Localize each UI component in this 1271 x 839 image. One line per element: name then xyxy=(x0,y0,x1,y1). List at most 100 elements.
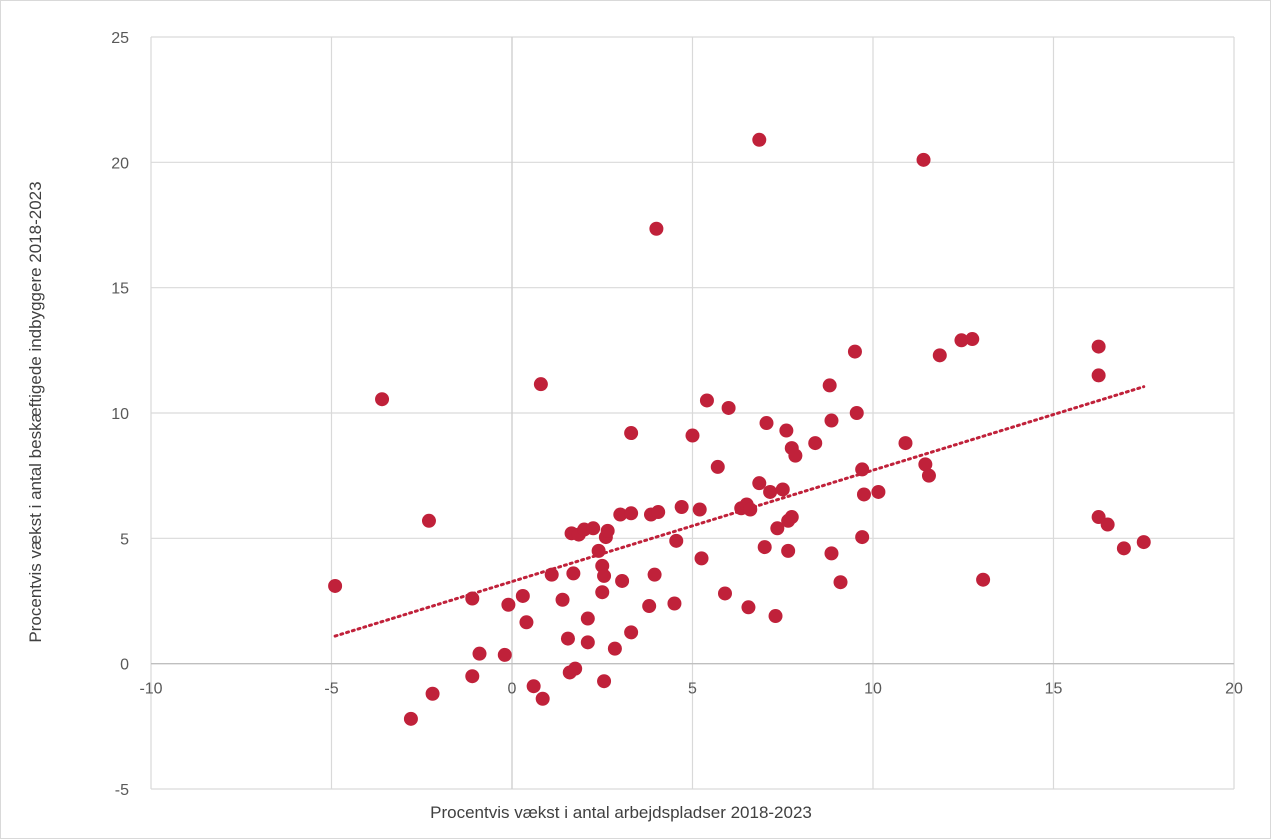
data-point xyxy=(693,503,707,517)
data-point xyxy=(824,546,838,560)
data-point xyxy=(501,598,515,612)
data-point xyxy=(328,579,342,593)
data-point xyxy=(776,482,790,496)
data-point xyxy=(976,573,990,587)
data-point xyxy=(1117,541,1131,555)
data-point xyxy=(788,449,802,463)
data-point xyxy=(769,609,783,623)
data-point xyxy=(823,378,837,392)
data-point xyxy=(808,436,822,450)
data-point xyxy=(1101,518,1115,532)
data-point xyxy=(624,426,638,440)
y-axis-title: Procentvis vækst i antal beskæftigede in… xyxy=(26,181,45,642)
y-tick-label: 10 xyxy=(111,406,129,423)
data-point xyxy=(566,566,580,580)
data-point xyxy=(675,500,689,514)
data-point xyxy=(536,692,550,706)
data-point xyxy=(473,647,487,661)
data-point xyxy=(785,510,799,524)
data-point xyxy=(752,476,766,490)
data-point xyxy=(642,599,656,613)
data-point xyxy=(516,589,530,603)
data-point xyxy=(779,424,793,438)
data-point xyxy=(752,133,766,147)
data-point xyxy=(898,436,912,450)
data-point xyxy=(763,485,777,499)
data-point xyxy=(1092,368,1106,382)
data-point xyxy=(561,632,575,646)
data-point xyxy=(568,662,582,676)
x-tick-label: 10 xyxy=(864,681,882,698)
y-tick-label: 5 xyxy=(120,531,129,548)
data-point xyxy=(760,416,774,430)
y-tick-label: 15 xyxy=(111,281,129,298)
data-point xyxy=(695,551,709,565)
data-point xyxy=(711,460,725,474)
data-point xyxy=(669,534,683,548)
data-point xyxy=(850,406,864,420)
data-point xyxy=(1137,535,1151,549)
data-point xyxy=(667,597,681,611)
data-point xyxy=(545,568,559,582)
tick-labels: -10 -5 0 5 10 15 20 -5 0 5 10 15 20 25 xyxy=(111,30,1243,799)
data-point xyxy=(758,540,772,554)
data-point xyxy=(855,462,869,476)
data-point xyxy=(686,429,700,443)
data-point xyxy=(1092,340,1106,354)
data-point xyxy=(917,153,931,167)
data-point xyxy=(834,575,848,589)
data-points xyxy=(328,133,1151,726)
data-point xyxy=(781,544,795,558)
data-point xyxy=(624,506,638,520)
data-point xyxy=(824,414,838,428)
data-point xyxy=(592,544,606,558)
y-tick-label: 25 xyxy=(111,30,129,47)
data-point xyxy=(624,625,638,639)
data-point xyxy=(855,530,869,544)
data-point xyxy=(534,377,548,391)
data-point xyxy=(404,712,418,726)
data-point xyxy=(498,648,512,662)
data-point xyxy=(581,612,595,626)
x-axis-title: Procentvis vækst i antal arbejdspladser … xyxy=(430,803,812,822)
data-point xyxy=(597,569,611,583)
x-tick-label: 20 xyxy=(1225,681,1243,698)
data-point xyxy=(651,505,665,519)
data-point xyxy=(426,687,440,701)
data-point xyxy=(519,615,533,629)
data-point xyxy=(595,585,609,599)
data-point xyxy=(922,469,936,483)
data-point xyxy=(648,568,662,582)
data-point xyxy=(871,485,885,499)
data-point xyxy=(465,669,479,683)
data-point xyxy=(527,679,541,693)
data-point xyxy=(848,345,862,359)
data-point xyxy=(965,332,979,346)
x-tick-label: -10 xyxy=(139,681,162,698)
data-point xyxy=(700,393,714,407)
data-point xyxy=(375,392,389,406)
data-point xyxy=(857,487,871,501)
data-point xyxy=(741,600,755,614)
data-point xyxy=(615,574,629,588)
y-tick-label: -5 xyxy=(115,782,129,799)
data-point xyxy=(718,586,732,600)
data-point xyxy=(743,503,757,517)
data-point xyxy=(608,642,622,656)
y-tick-label: 0 xyxy=(120,657,129,674)
y-tick-label: 20 xyxy=(111,155,129,172)
data-point xyxy=(933,348,947,362)
data-point xyxy=(649,222,663,236)
data-point xyxy=(465,591,479,605)
x-tick-label: 0 xyxy=(508,681,517,698)
data-point xyxy=(422,514,436,528)
data-point xyxy=(556,593,570,607)
data-point xyxy=(601,524,615,538)
x-tick-label: 15 xyxy=(1045,681,1063,698)
data-point xyxy=(586,521,600,535)
gridlines xyxy=(151,37,1234,789)
data-point xyxy=(722,401,736,415)
data-point xyxy=(597,674,611,688)
